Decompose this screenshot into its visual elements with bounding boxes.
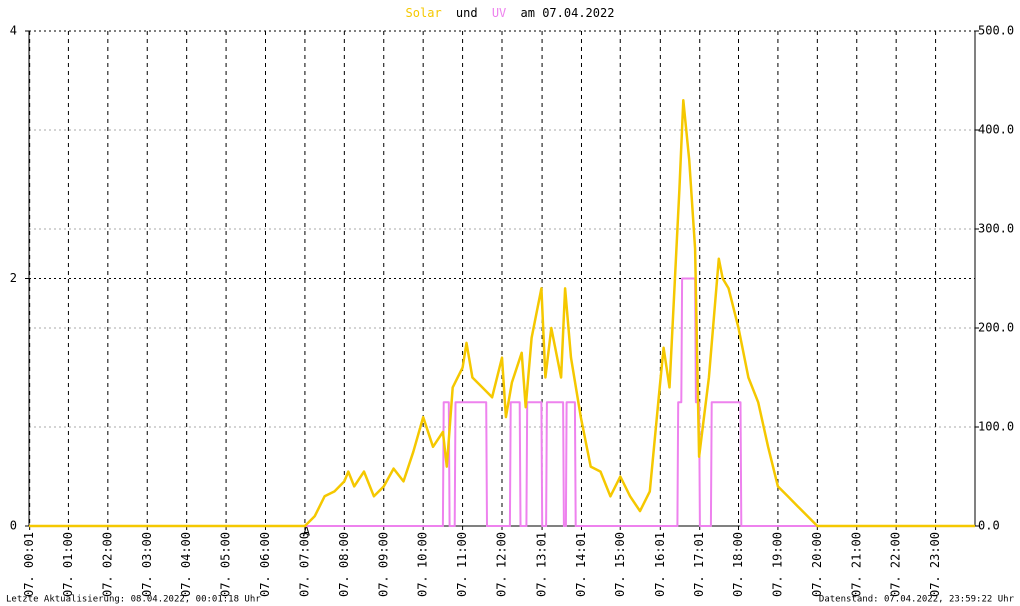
y-tick-label: 2	[10, 271, 17, 285]
title-date: am 07.04.2022	[521, 6, 615, 20]
x-tick-label: 07. 05:00	[219, 532, 233, 597]
x-tick-label: 07. 19:00	[770, 532, 784, 597]
y2-tick-label: 100.0	[978, 420, 1014, 434]
x-tick-label: 07. 21:00	[849, 532, 863, 597]
x-tick-label: 07. 02:00	[100, 532, 114, 597]
y2-tick-label: 200.0	[978, 321, 1014, 335]
y-tick-label: 4	[10, 24, 17, 38]
x-tick-label: 07. 08:00	[337, 532, 351, 597]
x-tick-label: 07. 18:00	[731, 532, 745, 597]
x-tick-label: 07. 22:00	[889, 532, 903, 597]
x-tick-label: 07. 13:01	[535, 532, 549, 597]
x-tick-label: 07. 03:00	[140, 532, 154, 597]
x-tick-label: 07. 14:01	[574, 532, 588, 597]
x-tick-label: 07. 16:01	[653, 532, 667, 597]
x-tick-label: 07. 04:00	[179, 532, 193, 597]
title-join: und	[456, 6, 478, 20]
x-tick-label: 07. 12:00	[495, 532, 509, 597]
y-tick-label: 0	[10, 519, 17, 533]
y2-tick-label: 500.0	[978, 24, 1014, 38]
x-tick-label: 07. 11:00	[455, 532, 469, 597]
chart-title: Solar und UV am 07.04.2022	[406, 6, 615, 20]
x-tick-label: 07. 15:00	[613, 532, 627, 597]
x-tick-label: 07. 00:01	[22, 532, 36, 597]
footer-left: Letzte Aktualisierung: 08.04.2022, 00:01…	[6, 595, 261, 605]
y2-tick-label: 300.0	[978, 222, 1014, 236]
y2-tick-label: 0.0	[978, 519, 1000, 533]
footer-right: Datenstand: 07.04.2022, 23:59:22 Uhr	[819, 595, 1015, 605]
x-tick-label: 07. 07:00	[297, 532, 311, 597]
title-series-solar: Solar	[406, 6, 442, 20]
title-series-uv: UV	[492, 6, 506, 20]
series-line	[29, 99, 975, 528]
x-tick-label: 07. 01:00	[61, 532, 75, 597]
x-tick-label: 07. 17:01	[692, 532, 706, 597]
x-tick-label: 07. 23:00	[928, 532, 942, 597]
x-tick-label: 07. 20:00	[810, 532, 824, 597]
x-tick-label: 07. 06:00	[258, 532, 272, 597]
y2-tick-label: 400.0	[978, 123, 1014, 137]
x-tick-label: 07. 09:00	[376, 532, 390, 597]
annotation: A	[303, 525, 311, 539]
x-tick-label: 07. 10:00	[416, 532, 430, 597]
